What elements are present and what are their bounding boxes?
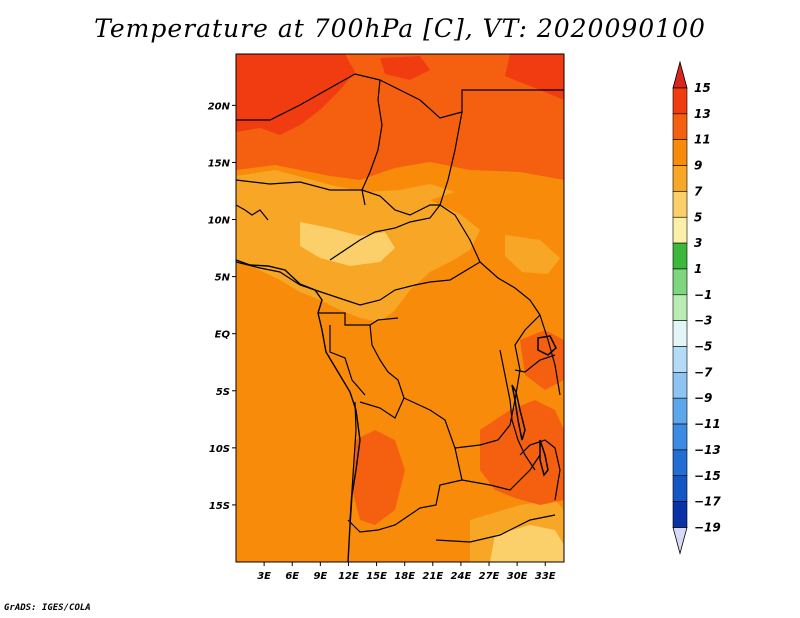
- colorbar-swatch: [672, 346, 688, 373]
- lon-label: 12E: [338, 571, 359, 582]
- border-line: [499, 349, 536, 471]
- colorbar-label: −5: [694, 340, 712, 354]
- colorbar-bottom-arrow: [672, 527, 688, 555]
- lon-label: 30E: [507, 571, 528, 582]
- border-line: [236, 204, 269, 221]
- border-line: [435, 514, 556, 543]
- colorbar-label: 7: [694, 184, 703, 198]
- lat-label: 20N: [208, 101, 231, 112]
- lon-label: 15E: [366, 571, 387, 582]
- colorbar-swatch: [672, 191, 688, 218]
- lat-label: 15N: [208, 158, 231, 169]
- colorbar: 15 13 11 9 7 5 3 1 −1 −3 −5 −7 −9 −11 −13 −15 −17 −19: [672, 60, 721, 555]
- colorbar-swatch: [672, 242, 688, 270]
- colorbar-label: −11: [694, 417, 721, 431]
- colorbar-swatch: [672, 87, 688, 115]
- band-5-7-patch: [490, 525, 564, 562]
- colorbar-label: 1: [694, 262, 702, 276]
- border-line: [379, 79, 564, 119]
- lon-label: 9E: [313, 571, 327, 582]
- lon-label: 21E: [422, 571, 443, 582]
- lat-label: EQ: [215, 330, 231, 341]
- colorbar-swatch: [672, 216, 688, 244]
- band-7-9-west: [236, 170, 455, 214]
- border-line: [236, 73, 383, 206]
- colorbar-swatch: [672, 113, 688, 140]
- coastline: [235, 259, 361, 563]
- colorbar-label: 15: [694, 81, 711, 95]
- latitude-axis: 20N 15N 10N 5N EQ 5S 10S 15S: [208, 101, 236, 512]
- lat-label: 15S: [209, 501, 230, 512]
- border-line: [519, 439, 561, 501]
- colorbar-swatch: [672, 268, 688, 296]
- colorbar-label: −19: [694, 520, 721, 534]
- colorbar-label: 3: [694, 236, 702, 250]
- colorbar-label: −17: [694, 495, 721, 509]
- credit-text: GrADS: IGES/COLA: [4, 603, 91, 613]
- lon-label: 27E: [479, 571, 500, 582]
- colorbar-swatch: [672, 372, 688, 399]
- border-line: [359, 324, 405, 419]
- border-line: [514, 354, 556, 373]
- band-13-15-northwest: [236, 54, 355, 135]
- colorbar-swatch: [672, 423, 688, 451]
- border-line: [347, 397, 463, 533]
- colorbar-swatch: [672, 449, 688, 477]
- border-line: [236, 261, 481, 306]
- band-11-13-east: [520, 330, 564, 390]
- longitude-axis: 3E 6E 9E 12E 15E 18E 21E 24E 27E 30E 33E: [257, 562, 556, 582]
- band-13-15-patch: [380, 56, 430, 80]
- chart-title: Temperature at 700hPa [C], VT: 202009010…: [94, 14, 706, 43]
- border-line: [329, 204, 441, 261]
- colorbar-label: −9: [694, 391, 712, 405]
- band-5-7-central: [300, 222, 395, 266]
- map-frame: [235, 53, 565, 563]
- lon-label: 18E: [394, 571, 415, 582]
- lat-label: 10N: [208, 216, 231, 227]
- band-7-9-east-patch: [505, 235, 560, 274]
- colorbar-swatch: [672, 320, 688, 347]
- border-line: [461, 454, 541, 491]
- band-11-13-south: [352, 430, 405, 525]
- colorbar-label: −7: [694, 365, 713, 379]
- border-line: [329, 325, 366, 396]
- colorbar-swatch: [672, 397, 688, 425]
- colorbar-label: 11: [694, 133, 711, 147]
- lake-malawi: [539, 439, 549, 477]
- colorbar-swatch: [672, 139, 688, 166]
- lake-victoria: [537, 335, 557, 356]
- border-line: [439, 111, 541, 316]
- colorbar-label: −3: [694, 314, 712, 328]
- colorbar-label: −15: [694, 469, 721, 483]
- lon-label: 24E: [451, 571, 472, 582]
- border-line: [236, 179, 440, 216]
- colorbar-label: 13: [694, 107, 711, 121]
- colorbar-swatch: [672, 501, 688, 528]
- colorbar-top-arrow: [672, 60, 688, 89]
- border-line: [318, 312, 399, 326]
- country-borders: [236, 73, 564, 543]
- lat-label: 10S: [209, 444, 230, 455]
- colorbar-label: −1: [694, 288, 712, 302]
- temperature-field: [236, 54, 564, 562]
- lake-tanganyika: [511, 384, 526, 441]
- lon-label: 3E: [257, 571, 271, 582]
- lat-label: 5N: [215, 273, 231, 284]
- colorbar-label: 5: [694, 210, 702, 224]
- lon-label: 6E: [285, 571, 299, 582]
- band-13-15-northeast: [505, 54, 564, 100]
- colorbar-swatch: [672, 475, 688, 502]
- colorbar-label: 9: [694, 159, 702, 173]
- colorbar-swatch: [672, 165, 688, 192]
- lat-label: 5S: [216, 387, 230, 398]
- colorbar-label: −13: [694, 443, 721, 457]
- colorbar-swatch: [672, 294, 688, 321]
- lon-label: 33E: [535, 571, 556, 582]
